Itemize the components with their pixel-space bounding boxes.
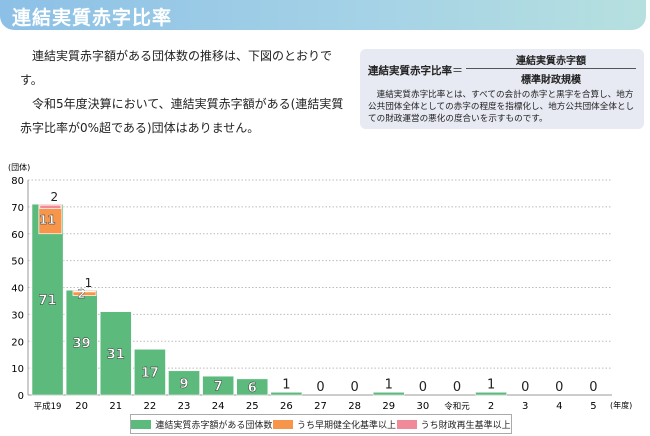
legend-label: うち早期健全化基準以上	[296, 420, 396, 431]
intro-text: 連結実質赤字額がある団体数の推移は、下図のとおりです。 令和5年度決算において、…	[20, 44, 350, 140]
bar	[202, 375, 234, 396]
legend-item: 連結実質赤字額がある団体数	[131, 418, 272, 431]
y-tick-label: 30	[11, 310, 24, 321]
formula-denominator: 標準財政規模	[521, 75, 581, 86]
bar-value-label: 6	[248, 381, 257, 396]
formula-box: 連結実質赤字比率 ＝ 連結実質赤字額 標準財政規模 連結実質赤字比率とは、すべて…	[360, 49, 644, 129]
bar-value-label: 1	[282, 377, 290, 392]
bar-value-label: 31	[107, 347, 125, 362]
x-tick-label: 5	[590, 401, 596, 412]
formula-numerator: 連結実質赤字額	[516, 56, 586, 67]
bar-value-label: 2	[77, 287, 85, 301]
fraction-line	[466, 68, 636, 69]
legend-label: うち財政再生基準以上	[420, 420, 511, 431]
bar-value-label: 9	[180, 377, 189, 392]
y-tick-label: 0	[18, 391, 24, 402]
bar	[372, 392, 405, 396]
intro-paragraph-1: 連結実質赤字額がある団体数の推移は、下図のとおりです。	[20, 49, 333, 87]
y-tick-label: 70	[11, 203, 24, 214]
x-tick-label: 28	[348, 401, 361, 412]
legend-swatch	[396, 419, 417, 429]
bar-value-label: 39	[73, 337, 91, 352]
bar-value-label: 0	[521, 380, 529, 395]
x-tick-label: 24	[212, 401, 225, 412]
bar-value-label: 2	[51, 190, 59, 204]
y-axis-label: (団体)	[8, 162, 30, 172]
bar	[31, 203, 64, 396]
y-tick-label: 80	[11, 176, 24, 187]
x-tick-label: 26	[280, 401, 293, 412]
formula-label: 連結実質赤字比率	[368, 65, 452, 77]
legend: 連結実質赤字額がある団体数 うち早期健全化基準以上 うち財政再生基準以上	[130, 414, 512, 434]
x-tick-label: 20	[75, 401, 88, 412]
x-tick-label: 21	[109, 401, 122, 412]
bar-value-label: 7	[214, 380, 223, 395]
y-tick-label: 40	[11, 284, 24, 295]
bar-value-label: 0	[316, 380, 324, 395]
x-axis-label: (年度)	[610, 400, 632, 410]
bar	[65, 289, 98, 396]
x-tick-label: 30	[416, 401, 429, 412]
x-tick-label: 令和元	[444, 401, 470, 412]
legend-label: 連結実質赤字額がある団体数	[155, 420, 273, 431]
x-tick-label: 27	[314, 401, 327, 412]
bar-value-label: 11	[39, 213, 56, 227]
bar-value-label: 0	[555, 380, 563, 395]
legend-swatch	[131, 419, 152, 429]
bar-value-label: 17	[141, 366, 159, 381]
x-tick-label: 23	[178, 401, 191, 412]
bar	[134, 349, 166, 396]
bar-value-label: 0	[453, 380, 461, 395]
intro-paragraph-2: 令和5年度決算において、連結実質赤字額がある(連結実質赤字比率が0%超である)団…	[20, 97, 344, 135]
bar	[236, 378, 269, 396]
bar-value-label: 71	[39, 294, 57, 309]
legend-item: うち財政再生基準以上	[396, 418, 511, 431]
bar-rebuild	[39, 204, 62, 209]
bar-early-soundness	[72, 289, 97, 296]
bar	[475, 392, 507, 396]
bar-value-label: 0	[419, 380, 427, 395]
bar-value-label: 0	[350, 380, 358, 395]
bar	[270, 392, 303, 396]
section-title: 連結実質赤字比率	[12, 7, 173, 29]
x-tick-label: 29	[382, 401, 395, 412]
y-tick-label: 50	[11, 257, 24, 268]
y-tick-label: 60	[11, 230, 24, 241]
bar-value-label: 0	[589, 380, 597, 395]
bar-rebuild	[73, 290, 96, 293]
section-header: 連結実質赤字比率	[0, 0, 646, 30]
x-tick-label: 22	[144, 401, 157, 412]
bar-value-label: 1	[487, 377, 495, 392]
x-tick-label: 25	[246, 401, 259, 412]
y-tick-label: 20	[11, 337, 24, 348]
y-tick-label: 10	[11, 364, 24, 375]
x-tick-label: 2	[488, 401, 494, 412]
formula-description: 連結実質赤字比率とは、すべての会計の赤字と黒字を合算し、地方公共団体全体としての…	[368, 90, 635, 124]
bar-value-label: 1	[85, 276, 93, 290]
legend-item: うち早期健全化基準以上	[272, 418, 396, 431]
formula-equals: ＝	[452, 64, 463, 77]
x-tick-label: 4	[556, 401, 562, 412]
bar	[168, 370, 200, 396]
legend-swatch	[272, 419, 293, 429]
bar-value-label: 1	[385, 377, 393, 392]
bar	[99, 311, 132, 396]
x-tick-label: 3	[522, 401, 528, 412]
bar-early-soundness	[38, 203, 63, 235]
x-tick-label: 平成19	[34, 401, 62, 412]
